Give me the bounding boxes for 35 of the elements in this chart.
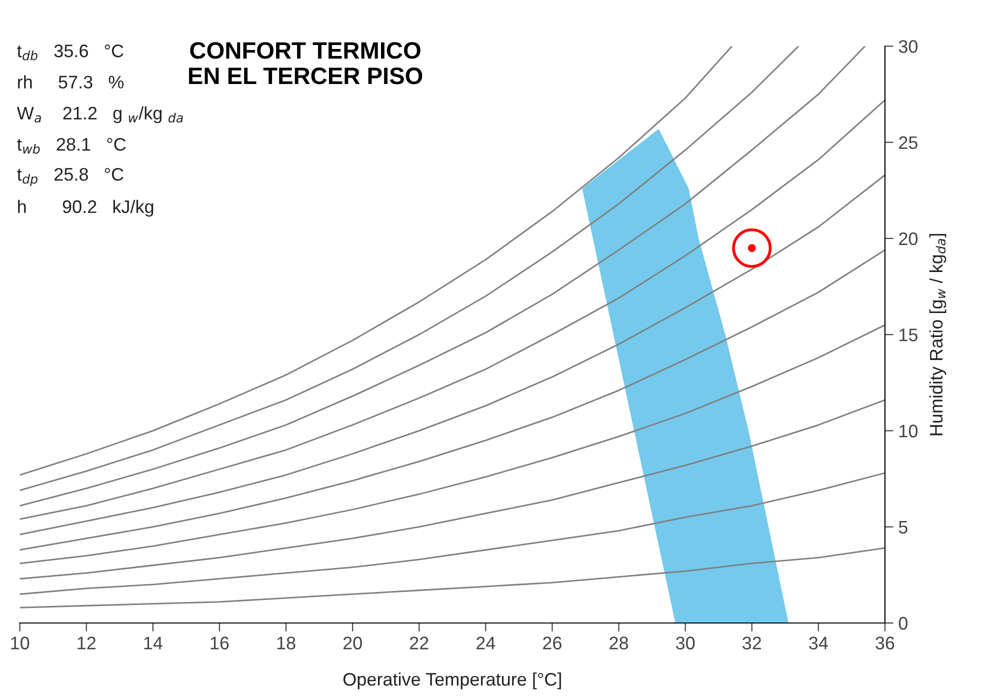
x-tick-label: 34 bbox=[809, 636, 828, 650]
line-series bbox=[20, 399, 885, 580]
x-tick-label: 28 bbox=[610, 636, 628, 650]
y-axis-title: Humidity Ratio [g$_{w}$ / kg$_{da}$] bbox=[929, 234, 946, 436]
line-series bbox=[20, 547, 885, 608]
x-tick-label: 24 bbox=[476, 636, 496, 650]
x-tick-label: 20 bbox=[343, 636, 362, 650]
x-tick-label: 14 bbox=[144, 636, 162, 650]
x-tick-label: 10 bbox=[11, 636, 30, 650]
chart-title: CONFORT TERMICO EN EL TERCER PISO bbox=[189, 42, 422, 84]
y-tick-label: 30 bbox=[898, 40, 918, 53]
x-tick-label: 26 bbox=[543, 636, 562, 650]
y-tick-label: 0 bbox=[898, 616, 908, 630]
text: t$_{wb}$ 28.1 °C bbox=[17, 138, 126, 154]
annotation: rh 57.3 % bbox=[18, 75, 124, 88]
y-tick-label: 5 bbox=[898, 520, 908, 534]
line-series bbox=[20, 249, 885, 551]
annotation: h 90.2 kJ/kg bbox=[18, 200, 154, 217]
x-tick-label: 32 bbox=[742, 636, 761, 650]
line-series bbox=[20, 472, 885, 595]
line-series bbox=[20, 324, 885, 564]
x-tick-label: 36 bbox=[876, 636, 894, 650]
y-tick-label: 25 bbox=[899, 136, 918, 150]
x-tick-label: 12 bbox=[78, 636, 96, 650]
text: W$_{a}$ 21.2 g $_{w}$/kg $_{da}$ bbox=[16, 106, 183, 124]
y-tick-label: 15 bbox=[900, 328, 918, 342]
y-tick-label: 20 bbox=[899, 232, 918, 246]
x-tick-label: 22 bbox=[410, 636, 428, 650]
text: t$_{dp}$ 25.8 °C bbox=[17, 168, 124, 186]
x-tick-label: 18 bbox=[277, 636, 296, 650]
y-tick-label: 10 bbox=[900, 424, 918, 438]
x-tick-label: 16 bbox=[210, 636, 229, 650]
x-axis-title: Operative Temperature [°C] bbox=[343, 672, 561, 690]
text: t$_{db}$ 35.6 °C bbox=[17, 44, 124, 60]
x-tick-label: 30 bbox=[676, 636, 695, 650]
